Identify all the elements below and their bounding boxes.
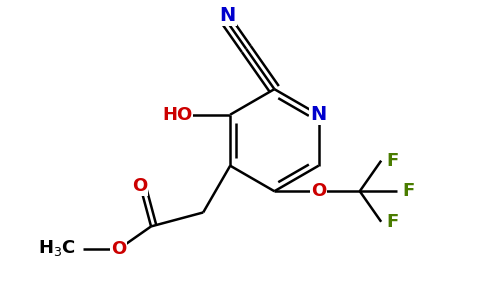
Text: N: N <box>220 6 236 25</box>
Text: H: H <box>60 239 76 257</box>
Text: H$_3$C: H$_3$C <box>38 238 76 258</box>
Text: F: F <box>387 152 399 170</box>
Text: O: O <box>132 178 147 196</box>
Text: N: N <box>310 105 327 124</box>
Text: F: F <box>387 213 399 231</box>
Text: O: O <box>111 240 126 258</box>
Text: O: O <box>311 182 326 200</box>
Text: F: F <box>403 182 415 200</box>
Text: HO: HO <box>162 106 192 124</box>
